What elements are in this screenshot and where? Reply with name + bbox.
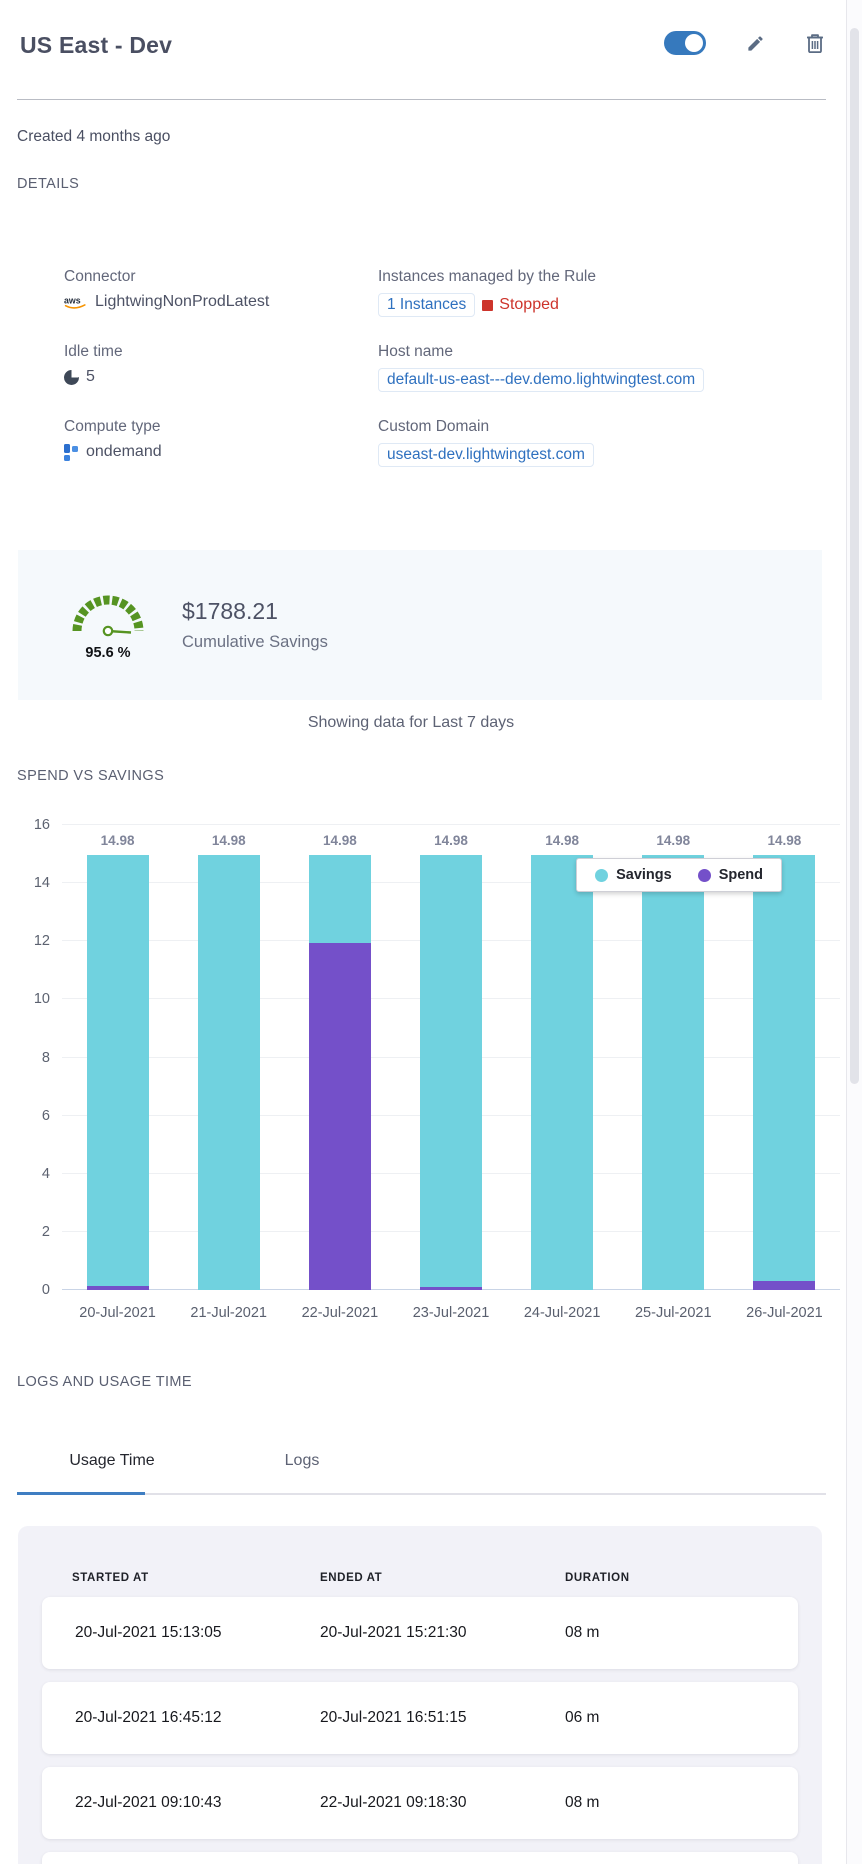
bar-value-label: 14.98 bbox=[322, 832, 357, 848]
rule-enabled-toggle[interactable] bbox=[664, 31, 706, 55]
trash-icon bbox=[806, 33, 824, 53]
savings-caption: Cumulative Savings bbox=[182, 633, 328, 651]
table-row: 20-Jul-2021 15:13:05 20-Jul-2021 15:21:3… bbox=[42, 1597, 798, 1669]
logs-tabs: Usage Time Logs bbox=[17, 1438, 826, 1495]
instances-label: Instances managed by the Rule bbox=[378, 268, 596, 285]
header-actions bbox=[664, 31, 826, 55]
detail-instances: Instances managed by the Rule 1 Instance… bbox=[378, 268, 822, 317]
col-duration: DURATION bbox=[565, 1572, 630, 1584]
col-ended-at: ENDED AT bbox=[320, 1572, 383, 1584]
connector-label: Connector bbox=[64, 268, 136, 285]
chart-section-label: SPEND VS SAVINGS bbox=[17, 768, 165, 784]
connector-value: LightwingNonProdLatest bbox=[95, 293, 270, 310]
custom-domain-label: Custom Domain bbox=[378, 418, 490, 435]
table-header-row: STARTED AT ENDED AT DURATION bbox=[42, 1572, 798, 1584]
x-axis-labels: 20-Jul-2021 21-Jul-2021 22-Jul-2021 23-J… bbox=[79, 1305, 823, 1321]
legend-item-spend[interactable]: Spend bbox=[697, 867, 763, 883]
table-row: 22-Jul-2021 09:10:43 22-Jul-2021 09:18:3… bbox=[42, 1767, 798, 1839]
instances-link[interactable]: 1 Instances bbox=[378, 293, 476, 317]
header: US East - Dev bbox=[17, 0, 826, 100]
toggle-knob bbox=[685, 34, 703, 52]
spend-vs-savings-chart: 0 2 4 6 8 10 12 14 16 14.98 14.98 14.98 … bbox=[0, 800, 862, 1340]
bar-22-jul bbox=[308, 854, 371, 1290]
bar-value-label: 14.98 bbox=[545, 832, 580, 848]
stopped-square-icon bbox=[482, 299, 494, 311]
bar-24-jul bbox=[531, 854, 594, 1290]
cumulative-savings-card: 95.6 % $1788.21 Cumulative Savings bbox=[18, 550, 822, 700]
bars: 14.98 14.98 14.98 14.98 14.98 14.98 14.9… bbox=[62, 825, 840, 1290]
compute-type-label: Compute type bbox=[64, 418, 161, 435]
legend-item-savings[interactable]: Savings bbox=[595, 867, 672, 883]
details-section-label: DETAILS bbox=[17, 176, 80, 192]
savings-gauge: 95.6 % bbox=[48, 590, 168, 661]
savings-amount: $1788.21 bbox=[182, 598, 278, 624]
created-ago-text: Created 4 months ago bbox=[17, 128, 171, 145]
compute-type-value: ondemand bbox=[86, 443, 162, 460]
stopped-text: Stopped bbox=[499, 296, 559, 313]
bar-23-jul bbox=[419, 854, 482, 1290]
logs-section-label: LOGS AND USAGE TIME bbox=[17, 1374, 192, 1390]
scrollbar-track[interactable] bbox=[846, 0, 862, 1864]
edit-button[interactable] bbox=[744, 32, 766, 54]
bar-value-label: 14.98 bbox=[767, 832, 802, 848]
savings-percent: 95.6 % bbox=[85, 644, 131, 661]
details-grid: Connector aws LightwingNonProdLatest Ins… bbox=[64, 268, 822, 467]
chart-legend: Savings Spend bbox=[576, 858, 782, 892]
date-range-note: Showing data for Last 7 days bbox=[307, 714, 515, 731]
scrollbar-thumb[interactable] bbox=[850, 28, 859, 1084]
bar-value-label: 14.98 bbox=[211, 832, 246, 848]
spend-dot-icon bbox=[697, 868, 711, 882]
table-row: 20-Jul-2021 16:45:12 20-Jul-2021 16:51:1… bbox=[42, 1682, 798, 1754]
compute-squares-icon bbox=[64, 444, 79, 461]
tab-logs[interactable]: Logs bbox=[284, 1452, 320, 1469]
bar-value-label: 14.98 bbox=[100, 832, 135, 848]
bar-26-jul bbox=[753, 854, 816, 1290]
idle-time-value: 5 bbox=[86, 368, 95, 385]
host-name-label: Host name bbox=[378, 343, 453, 360]
savings-dot-icon bbox=[595, 868, 609, 882]
bar-21-jul bbox=[197, 854, 260, 1290]
aws-icon: aws bbox=[64, 295, 88, 310]
detail-compute-type: Compute type ondemand bbox=[64, 418, 364, 467]
table-row-partial bbox=[42, 1852, 798, 1864]
detail-idle-time: Idle time 5 bbox=[64, 343, 364, 392]
detail-custom-domain: Custom Domain useast-dev.lightwingtest.c… bbox=[378, 418, 822, 467]
usage-time-table: STARTED AT ENDED AT DURATION 20-Jul-2021… bbox=[18, 1526, 822, 1864]
col-started-at: STARTED AT bbox=[72, 1572, 149, 1584]
bar-value-label: 14.98 bbox=[434, 832, 468, 848]
svg-text:aws: aws bbox=[64, 295, 81, 305]
page-title: US East - Dev bbox=[20, 32, 173, 58]
tab-usage-time[interactable]: Usage Time bbox=[17, 1438, 207, 1495]
host-name-link[interactable]: default-us-east---dev.demo.lightwingtest… bbox=[378, 368, 705, 392]
idle-time-label: Idle time bbox=[64, 343, 123, 360]
chart-plot-area: 0 2 4 6 8 10 12 14 16 14.98 14.98 14.98 … bbox=[34, 817, 840, 1298]
bar-20-jul bbox=[86, 854, 149, 1290]
bar-value-label: 14.98 bbox=[656, 832, 691, 848]
idle-clock-icon bbox=[64, 369, 79, 385]
pencil-icon bbox=[746, 34, 765, 53]
status-badge: Stopped bbox=[482, 296, 559, 314]
detail-host-name: Host name default-us-east---dev.demo.lig… bbox=[378, 343, 822, 392]
gauge-icon bbox=[72, 595, 144, 636]
delete-button[interactable] bbox=[804, 32, 826, 54]
detail-connector: Connector aws LightwingNonProdLatest bbox=[64, 268, 364, 317]
bar-25-jul bbox=[642, 854, 705, 1290]
custom-domain-link[interactable]: useast-dev.lightwingtest.com bbox=[378, 443, 594, 467]
